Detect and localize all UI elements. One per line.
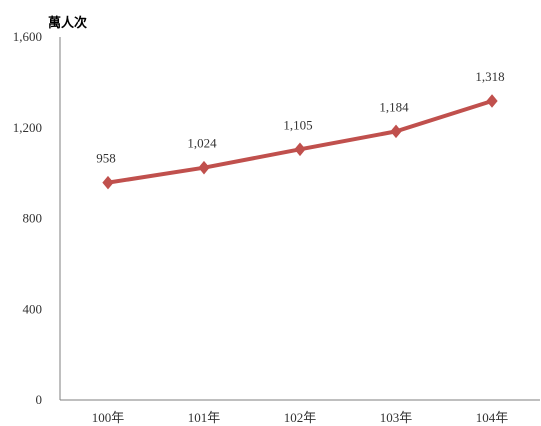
x-tick-label: 101年 <box>188 410 221 425</box>
data-point <box>294 142 306 157</box>
data-point <box>198 160 210 175</box>
y-axis-ticks: 0 400 800 1,200 1,600 <box>13 29 42 407</box>
y-tick-label: 1,200 <box>13 120 42 135</box>
y-tick-label: 1,600 <box>13 29 42 44</box>
x-tick-label: 100年 <box>92 410 125 425</box>
data-label: 1,105 <box>283 117 312 132</box>
y-tick-label: 0 <box>36 392 43 407</box>
x-tick-label: 102年 <box>284 410 317 425</box>
data-label: 1,318 <box>475 69 504 84</box>
series-line <box>106 98 494 185</box>
data-label: 958 <box>96 151 116 166</box>
data-label: 1,024 <box>187 136 217 151</box>
data-label: 1,184 <box>379 99 409 114</box>
data-labels: 958 1,024 1,105 1,184 1,318 <box>96 69 504 166</box>
data-point <box>486 94 498 108</box>
series-layer <box>102 94 498 190</box>
y-tick-label: 800 <box>23 211 43 226</box>
x-tick-label: 103年 <box>380 410 413 425</box>
x-tick-label: 104年 <box>476 410 509 425</box>
x-axis-ticks: 100年 101年 102年 103年 104年 <box>92 410 509 425</box>
data-point <box>390 124 402 139</box>
data-point <box>102 175 114 190</box>
y-tick-label: 400 <box>23 301 43 316</box>
y-axis-unit-label: 萬人次 <box>48 15 87 31</box>
